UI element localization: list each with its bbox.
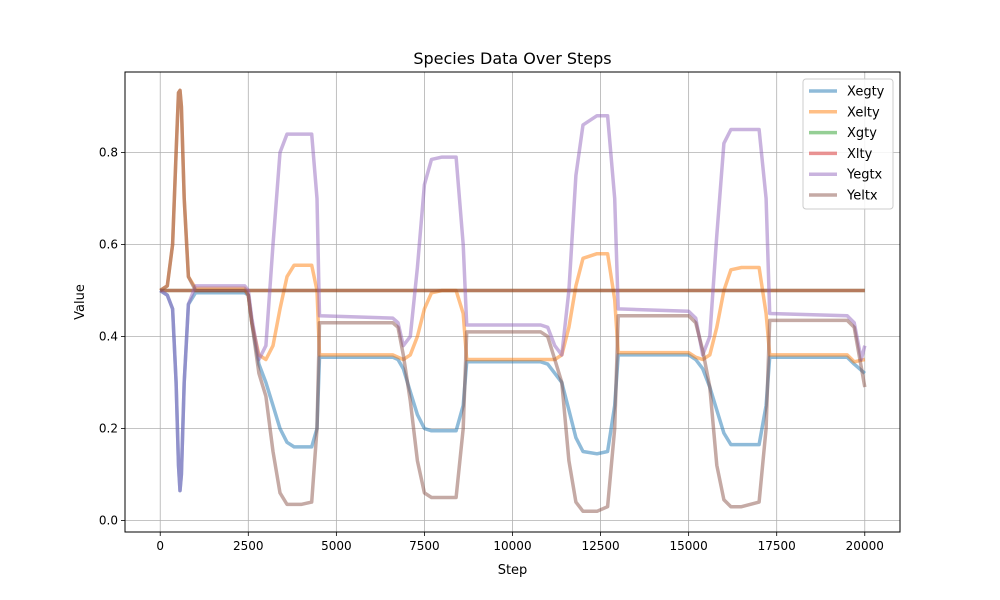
legend-label: Xgty (847, 126, 877, 141)
x-tick-label: 7500 (409, 539, 440, 553)
axis-ticks: 0 2500 5000 7500 10000 12500 15000 17500 20000 0.… (99, 146, 884, 554)
x-axis-label: Step (498, 563, 528, 578)
legend-label: Xelty (847, 105, 880, 120)
legend-label: Xegty (847, 85, 885, 100)
legend-label: Yeltx (846, 189, 878, 204)
series-line-yegtx (159, 113, 867, 493)
y-tick-label: 0.8 (99, 146, 118, 160)
x-tick-label: 20000 (846, 539, 884, 553)
x-tick-label: 10000 (493, 539, 531, 553)
y-tick-label: 0.4 (99, 330, 118, 344)
x-tick-label: 0 (156, 539, 164, 553)
x-tick-label: 12500 (581, 539, 619, 553)
y-axis-label: Value (73, 284, 88, 320)
series-line-yeltx (159, 88, 867, 514)
y-tick-label: 0.2 (99, 422, 118, 436)
legend: Xegty Xelty Xgty Xlty Yegtx Yeltx (802, 78, 894, 210)
series-line-xelty (159, 88, 866, 364)
series-lines (159, 88, 867, 514)
y-tick-label: 0.0 (99, 514, 118, 528)
x-tick-label: 5000 (321, 539, 352, 553)
x-tick-label: 2500 (233, 539, 264, 553)
y-tick-label: 0.6 (99, 238, 118, 252)
legend-label: Xlty (847, 147, 873, 162)
chart-title: Species Data Over Steps (413, 49, 611, 68)
legend-label: Yegtx (846, 168, 883, 183)
x-tick-label: 15000 (670, 539, 708, 553)
x-tick-label: 17500 (758, 539, 796, 553)
